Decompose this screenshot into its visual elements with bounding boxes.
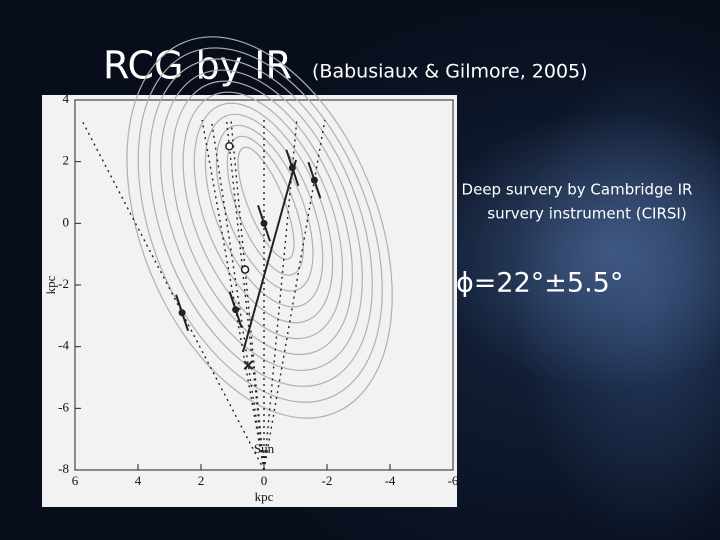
x-tick-label: -4 (385, 473, 396, 488)
open-point (225, 142, 234, 151)
cross-point (243, 360, 253, 370)
y-axis-label: kpc (43, 275, 58, 294)
x-axis-label: kpc (255, 489, 274, 504)
note-line: survery instrument (CIRSI) (487, 205, 686, 223)
contour (148, 58, 373, 387)
filled-point (288, 164, 296, 172)
filled-point (260, 219, 268, 227)
sun-label: Sun (254, 441, 275, 456)
bar-axis (242, 159, 297, 353)
subtitle: (Babusiaux & Gilmore, 2005) (312, 61, 588, 83)
y-tick-label: 0 (63, 214, 70, 229)
filled-point (178, 309, 186, 317)
note-line: Deep survery by Cambridge IR (462, 181, 693, 199)
open-point (240, 265, 250, 274)
x-tick-label: 4 (135, 473, 142, 488)
y-tick-label: 4 (63, 91, 70, 106)
x-tick-label: 6 (72, 473, 79, 488)
contour (204, 113, 324, 308)
sight-line (230, 119, 265, 471)
sight-line (210, 119, 265, 471)
contour (237, 146, 295, 260)
y-tick-label: -2 (58, 276, 69, 291)
y-tick-label: 2 (63, 153, 70, 168)
contour (182, 91, 344, 340)
angle-note: ϕ=22°±5.5° (456, 268, 623, 299)
sight-line (225, 119, 265, 471)
x-tick-label: -6 (448, 473, 459, 488)
contour (215, 124, 314, 292)
contour (160, 69, 363, 372)
filled-point (232, 306, 240, 314)
contour (171, 80, 353, 356)
y-tick-label: -4 (58, 338, 69, 353)
figure-background (42, 95, 457, 507)
y-tick-label: -6 (58, 399, 69, 414)
sight-line (263, 119, 298, 471)
contour (226, 135, 304, 276)
x-tick-label: -2 (322, 473, 333, 488)
contour (137, 47, 383, 403)
filled-point (310, 176, 318, 184)
contour (126, 36, 393, 419)
x-tick-label: 0 (261, 473, 268, 488)
x-tick-label: 2 (198, 473, 205, 488)
figure: 6 4 2 0 -2 -4 -6 4 2 0 -2 -4 -6 -8 kpc kpc Sun (42, 36, 459, 507)
y-tick-label: -8 (58, 461, 69, 476)
